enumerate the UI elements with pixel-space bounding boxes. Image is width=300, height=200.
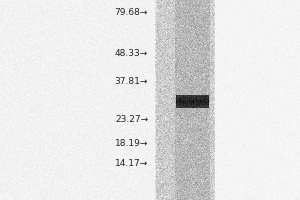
- Text: 37.81→: 37.81→: [115, 77, 148, 86]
- Text: 14.17→: 14.17→: [115, 159, 148, 168]
- Text: 79.68→: 79.68→: [115, 8, 148, 17]
- Text: 48.33→: 48.33→: [115, 49, 148, 58]
- Text: 23.27→: 23.27→: [115, 115, 148, 124]
- Text: 18.19→: 18.19→: [115, 139, 148, 148]
